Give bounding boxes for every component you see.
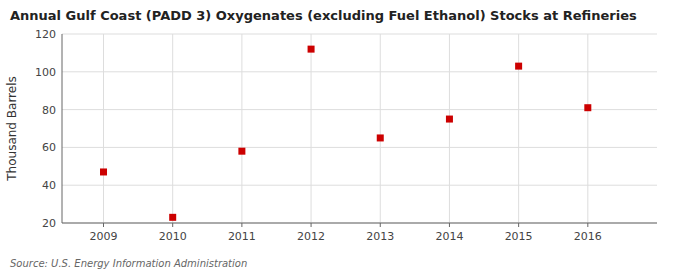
y-tick-label: 80 [42,104,56,117]
x-grid-line [449,34,450,223]
y-axis-label: Thousand Barrels [5,76,19,181]
point [169,214,176,221]
x-tick-label: 2012 [297,230,325,243]
x-tick-label: 2009 [90,230,118,243]
y-tick-label: 120 [35,28,56,41]
x-tick-mark [241,223,242,227]
x-axis-line [62,223,657,224]
x-grid-line [103,34,104,223]
y-axis-line [62,34,63,223]
x-tick-label: 2014 [435,230,463,243]
x-tick-mark [449,223,450,227]
x-tick-mark [172,223,173,227]
x-tick-label: 2016 [574,230,602,243]
point [515,63,522,70]
x-grid-line [172,34,173,223]
point [238,148,245,155]
grid [62,34,657,223]
y-grid-line [62,34,657,35]
chart: Annual Gulf Coast (PADD 3) Oxygenates (e… [0,0,675,275]
x-grid-line [380,34,381,223]
x-grid-line [311,34,312,223]
y-grid-line [62,185,657,186]
x-grid-line [241,34,242,223]
x-tick-label: 2013 [366,230,394,243]
y-tick-label: 20 [42,217,56,230]
y-tick-label: 100 [35,66,56,79]
x-grid-line [518,34,519,223]
x-grid-line [587,34,588,223]
point [446,116,453,123]
point [584,104,591,111]
point [100,168,107,175]
x-tick-mark [311,223,312,227]
points [100,46,591,221]
x-tick-mark [587,223,588,227]
x-tick-label: 2011 [228,230,256,243]
y-tick-label: 60 [42,141,56,154]
y-tick-label: 40 [42,179,56,192]
point [377,134,384,141]
x-tick-mark [380,223,381,227]
source: Source: U.S. Energy Information Administ… [10,258,247,269]
y-grid-line [62,109,657,110]
y-grid-line [62,147,657,148]
x-tick-label: 2015 [505,230,533,243]
x-tick-mark [103,223,104,227]
y-grid-line [62,223,657,224]
title: Annual Gulf Coast (PADD 3) Oxygenates (e… [10,8,637,23]
point [308,46,315,53]
x-tick-mark [518,223,519,227]
y-grid-line [62,71,657,72]
x-tick-label: 2010 [159,230,187,243]
